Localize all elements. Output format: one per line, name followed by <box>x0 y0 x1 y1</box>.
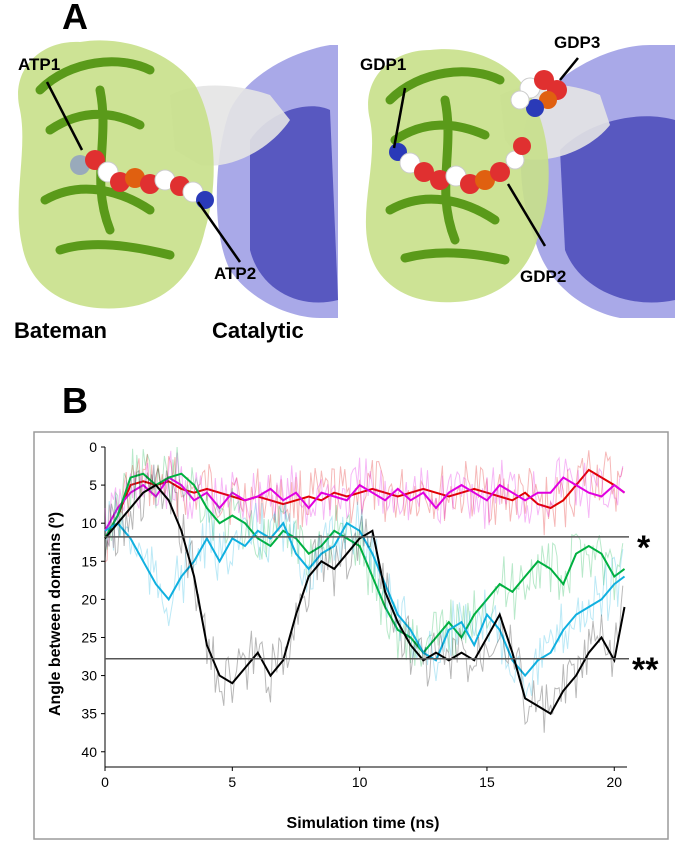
label-bateman: Bateman <box>14 318 107 343</box>
x-tick-label: 0 <box>101 774 109 790</box>
y-tick-label: 10 <box>81 515 97 531</box>
gdp1-pointer <box>392 87 407 149</box>
y-tick-label: 15 <box>81 553 97 569</box>
label-gdp2: GDP2 <box>520 267 567 286</box>
structure-illustrations <box>18 40 675 318</box>
gdp-spheres-right <box>389 70 567 194</box>
panel-a-letter: A <box>62 0 88 37</box>
y-tick-label: 25 <box>81 629 97 645</box>
catalytic-core-left <box>250 106 338 303</box>
bateman-ribbon-right <box>385 67 510 265</box>
panel-b-letter: B <box>62 380 88 421</box>
x-tick-label: 5 <box>228 774 236 790</box>
gdp2-pointer <box>506 183 547 247</box>
atp-spheres-left <box>70 150 214 209</box>
reference-marker: ** <box>632 651 659 689</box>
label-atp1: ATP1 <box>18 55 61 74</box>
label-gdp3: GDP3 <box>554 33 601 52</box>
y-tick-label: 0 <box>89 439 97 455</box>
gdp3-pointer <box>559 57 579 81</box>
y-tick-label: 5 <box>89 477 97 493</box>
y-tick-label: 20 <box>81 591 97 607</box>
y-tick-label: 35 <box>81 706 97 722</box>
y-tick-label: 40 <box>81 744 97 760</box>
series-noise-trace <box>104 450 624 548</box>
label-catalytic: Catalytic <box>212 318 304 343</box>
reference-marker: * <box>637 529 651 567</box>
x-axis-title: Simulation time (ns) <box>287 815 440 832</box>
x-tick-label: 20 <box>606 774 622 790</box>
series-line <box>104 472 626 655</box>
series-noise-trace <box>104 450 624 563</box>
chart-frame <box>33 431 669 840</box>
series-line <box>104 468 626 539</box>
y-tick-label: 30 <box>81 668 97 684</box>
label-gdp1: GDP1 <box>360 55 407 74</box>
atp2-pointer <box>196 201 242 263</box>
catalytic-core-right <box>560 116 675 303</box>
y-axis-title: Angle between domains (º) <box>47 512 64 716</box>
series-line <box>104 476 626 532</box>
x-tick-label: 15 <box>479 774 495 790</box>
label-atp2: ATP2 <box>214 264 257 283</box>
right-structure <box>365 45 675 318</box>
atp1-pointer <box>45 81 84 151</box>
left-structure <box>18 40 338 318</box>
x-tick-label: 10 <box>352 774 368 790</box>
bateman-ribbon-left <box>35 57 175 260</box>
series-line <box>104 483 626 716</box>
series-noise-trace <box>104 468 624 733</box>
